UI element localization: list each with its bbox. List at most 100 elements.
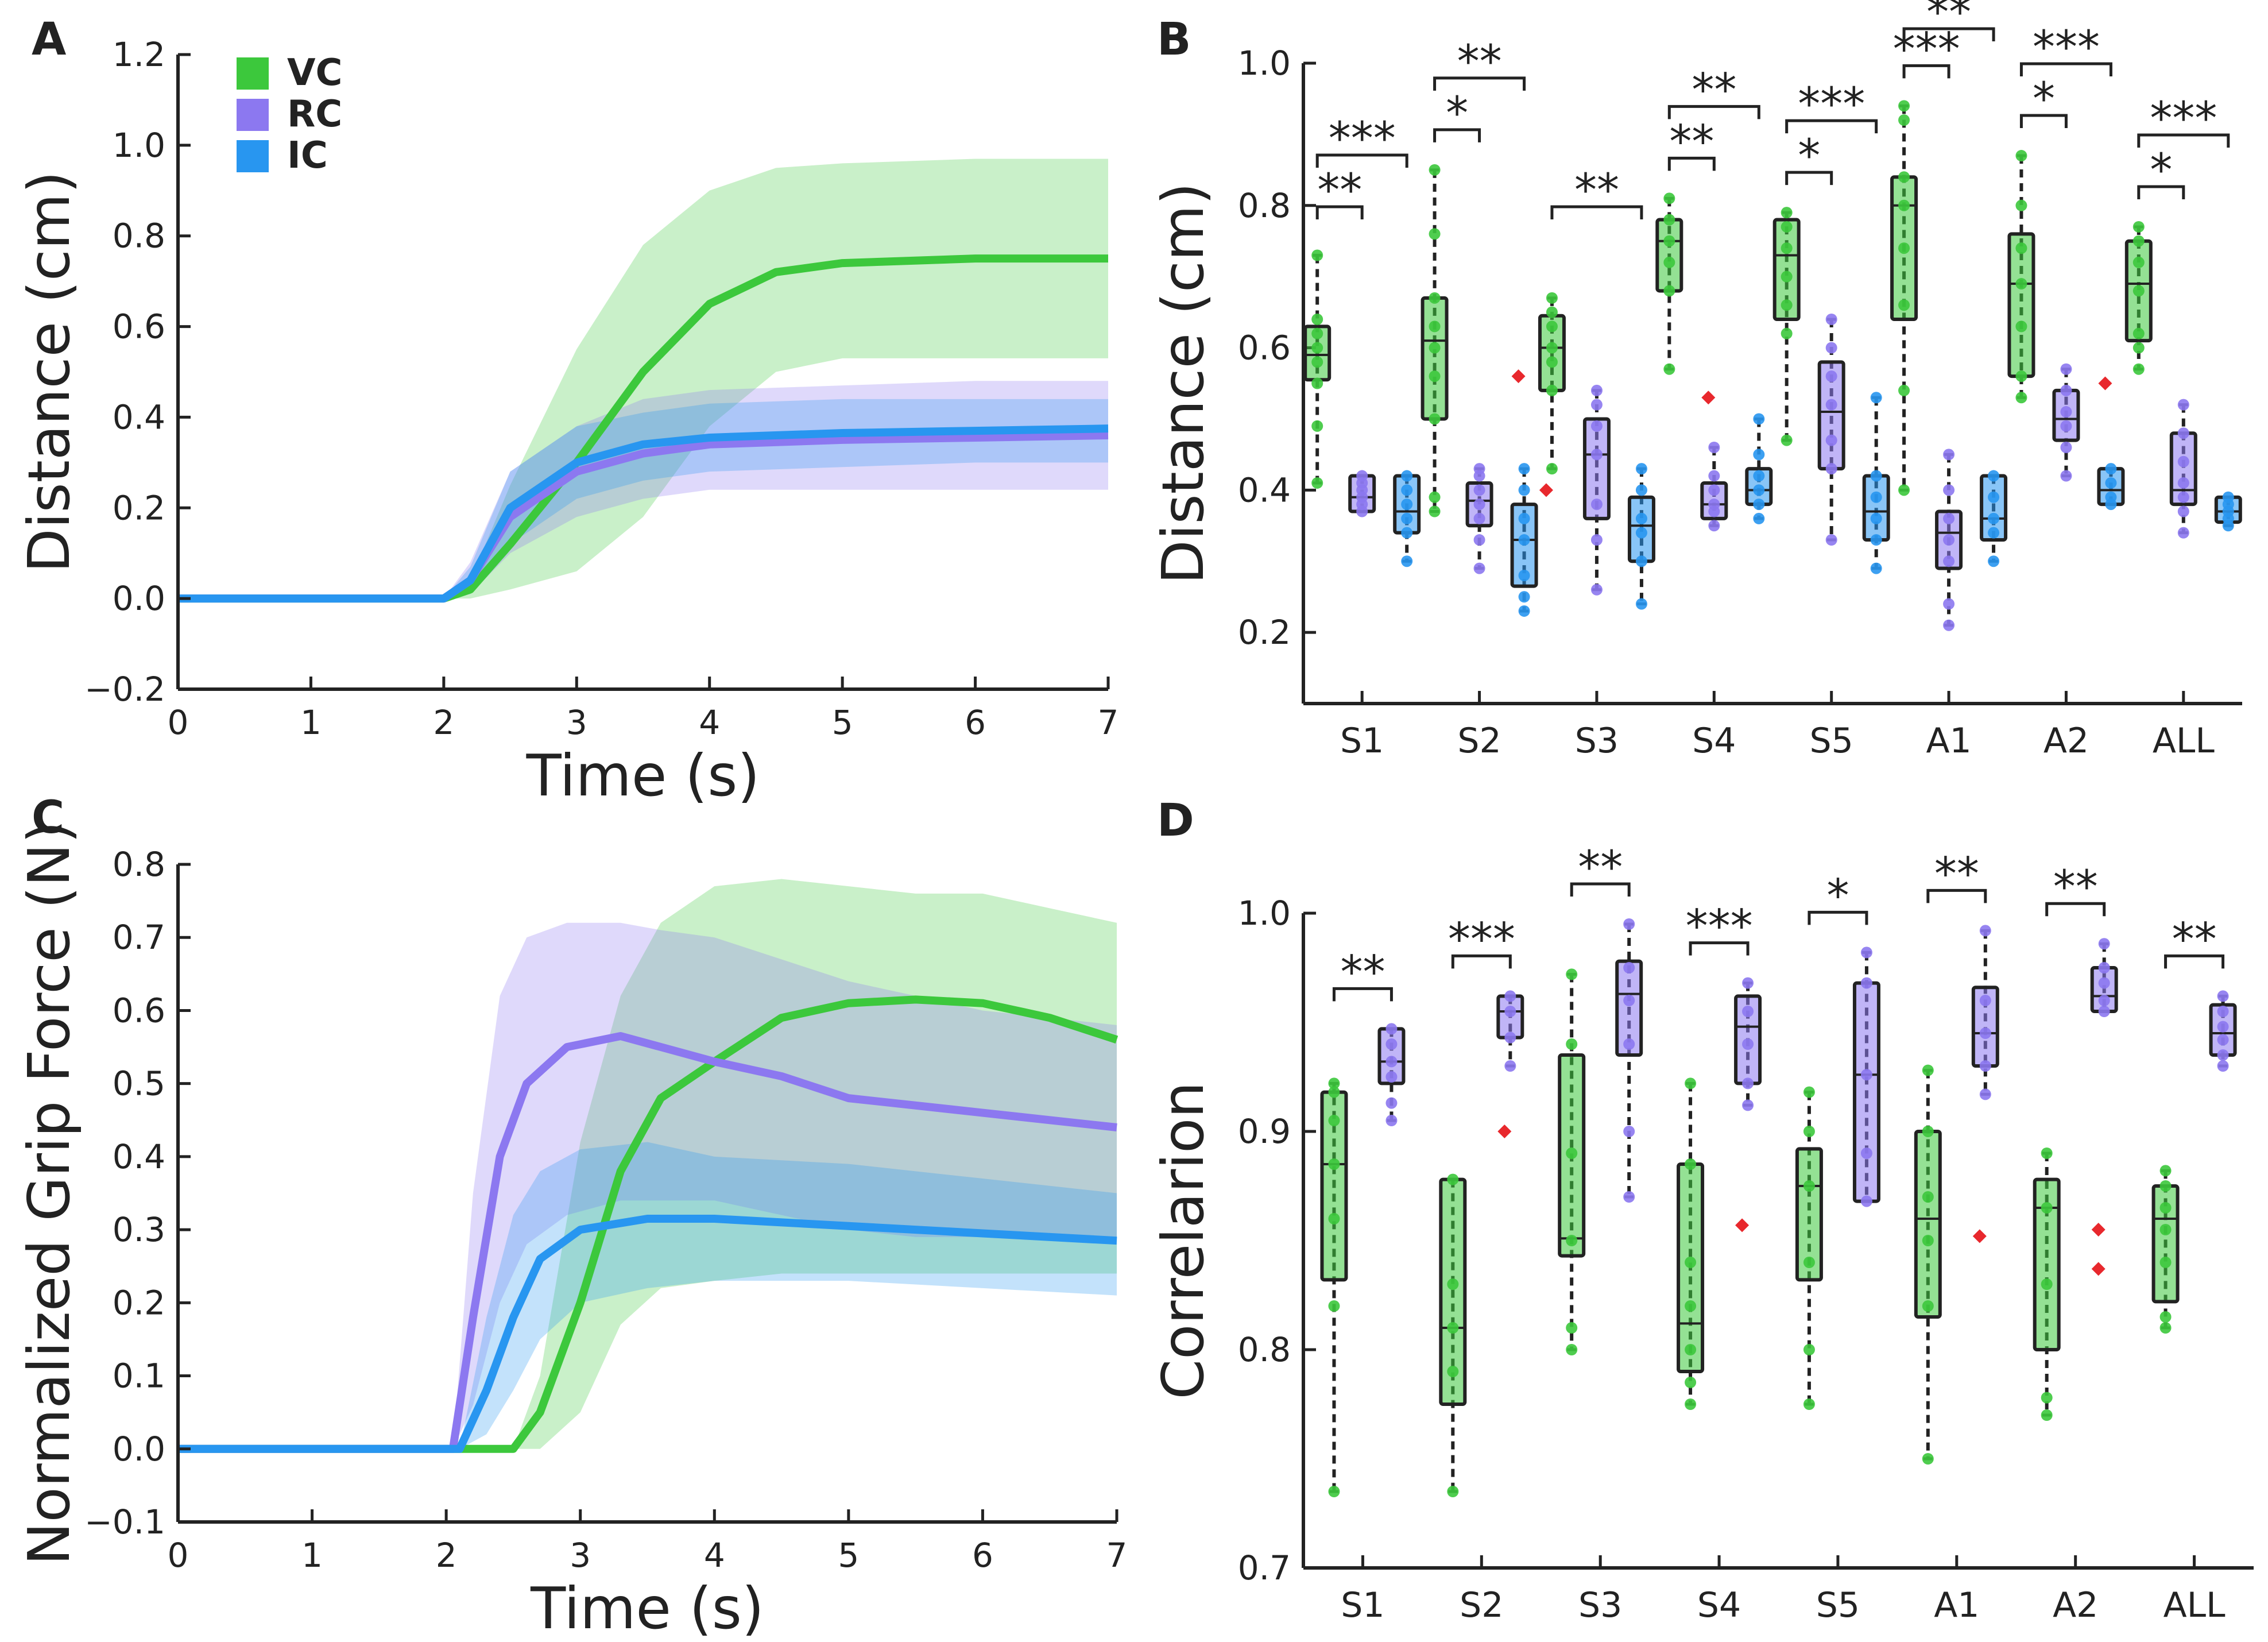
y-tick-label: 0.8 xyxy=(113,845,165,884)
x-category-label: S2 xyxy=(1460,1585,1503,1625)
x-category-label: S4 xyxy=(1692,721,1736,761)
data-point-RC xyxy=(1590,449,1603,461)
data-point-RC xyxy=(1825,314,1837,325)
significance-bracket xyxy=(1689,941,1750,956)
data-point-VC xyxy=(1922,1300,1934,1312)
data-point-VC xyxy=(1898,100,1910,112)
data-point-RC xyxy=(2177,505,2189,517)
significance-label: *** xyxy=(1329,113,1396,165)
data-point-IC xyxy=(1870,470,1882,482)
data-point-VC xyxy=(1429,164,1441,176)
box-RC xyxy=(1852,981,1880,1203)
data-point-RC xyxy=(1742,977,1754,989)
panel-letter: A xyxy=(32,14,66,65)
data-point-VC xyxy=(2132,327,2145,339)
x-tick-label: 6 xyxy=(965,703,986,742)
significance-label: ** xyxy=(2053,861,2098,913)
data-point-VC xyxy=(1803,1344,1815,1355)
data-point-VC xyxy=(1663,235,1675,247)
data-point-VC xyxy=(1447,1278,1459,1290)
data-point-VC xyxy=(1663,214,1675,226)
x-tick-label: 1 xyxy=(300,703,322,742)
data-point-IC xyxy=(1401,484,1413,496)
data-point-RC xyxy=(1385,1115,1398,1126)
data-point-RC xyxy=(1979,925,1991,937)
data-point-VC xyxy=(1898,242,1910,254)
y-tick-label: 0.9 xyxy=(1238,1112,1291,1151)
data-point-VC xyxy=(2159,1257,2172,1268)
outlier-marker xyxy=(1497,1125,1512,1138)
box-VC xyxy=(1914,1130,1942,1319)
data-point-VC xyxy=(1328,1158,1340,1170)
data-point-VC xyxy=(2015,392,2027,404)
data-point-VC xyxy=(2132,342,2145,354)
data-point-VC xyxy=(2159,1165,2172,1177)
y-tick-label: 0.8 xyxy=(1238,1330,1291,1369)
data-point-IC xyxy=(1870,392,1882,404)
data-point-RC xyxy=(1504,1031,1516,1044)
y-tick-label: 0.0 xyxy=(113,1429,165,1469)
series-line-IC xyxy=(178,1215,1117,1453)
data-point-VC xyxy=(1898,114,1910,126)
legend-label: IC xyxy=(287,134,328,177)
data-point-IC xyxy=(1401,555,1413,567)
data-point-VC xyxy=(2015,199,2027,211)
x-tick-label: 3 xyxy=(566,703,587,742)
data-point-RC xyxy=(2060,363,2072,375)
data-point-RC xyxy=(1742,1038,1754,1050)
data-point-VC xyxy=(1685,1257,1697,1268)
significance-bracket xyxy=(1808,910,1868,925)
data-point-VC xyxy=(1781,271,1793,283)
significance-label: ** xyxy=(1669,116,1714,168)
data-point-RC xyxy=(1590,399,1603,411)
y-axis-title: Correlarion xyxy=(1150,1081,1217,1399)
y-tick-label: 0.4 xyxy=(113,1137,165,1176)
x-tick-label: 2 xyxy=(433,703,454,742)
x-tick-label: 4 xyxy=(704,1536,725,1575)
data-point-IC xyxy=(1753,484,1765,496)
significance-label: * xyxy=(2033,74,2055,125)
data-point-VC xyxy=(1429,413,1441,425)
data-point-RC xyxy=(1623,918,1635,930)
significance-label: ** xyxy=(1934,848,1979,900)
data-point-RC xyxy=(1473,499,1485,511)
data-point-VC xyxy=(1311,377,1323,389)
y-tick-label: 1.0 xyxy=(113,126,165,165)
data-point-VC xyxy=(2015,242,2027,254)
significance-bracket xyxy=(1570,882,1631,897)
data-point-RC xyxy=(2098,938,2110,950)
data-point-VC xyxy=(1566,1322,1578,1334)
data-point-VC xyxy=(2015,278,2027,290)
data-point-RC xyxy=(2217,1021,2229,1033)
data-point-VC xyxy=(1311,327,1323,339)
y-tick-label: 0.5 xyxy=(113,1064,165,1103)
significance-label: ** xyxy=(1340,946,1385,998)
data-point-VC xyxy=(2159,1180,2172,1192)
significance-bracket xyxy=(1332,987,1393,1002)
significance-bracket xyxy=(1667,105,1760,119)
data-point-VC xyxy=(2159,1224,2172,1235)
y-tick-label: 0.0 xyxy=(113,579,165,618)
data-point-RC xyxy=(1943,449,1955,461)
data-point-VC xyxy=(1922,1453,1934,1465)
data-point-IC xyxy=(1753,499,1765,511)
data-point-RC xyxy=(1504,1060,1516,1072)
data-point-RC xyxy=(1385,1038,1398,1050)
data-point-RC xyxy=(1623,962,1635,973)
data-point-VC xyxy=(1685,1077,1697,1089)
data-point-VC xyxy=(1898,299,1910,311)
y-tick-label: 0.2 xyxy=(113,488,165,527)
data-point-VC xyxy=(2015,150,2027,162)
data-point-RC xyxy=(1825,534,1837,546)
y-tick-label: 0.3 xyxy=(113,1210,165,1249)
data-point-RC xyxy=(2177,399,2189,411)
band-IC xyxy=(178,1142,1117,1449)
data-point-IC xyxy=(1635,598,1647,610)
data-point-IC xyxy=(1988,555,2000,567)
data-point-RC xyxy=(2060,406,2072,418)
x-category-label: A2 xyxy=(2043,721,2089,761)
data-point-RC xyxy=(1504,990,1516,1002)
data-point-VC xyxy=(1663,363,1675,375)
significance-bracket xyxy=(2019,62,2112,77)
